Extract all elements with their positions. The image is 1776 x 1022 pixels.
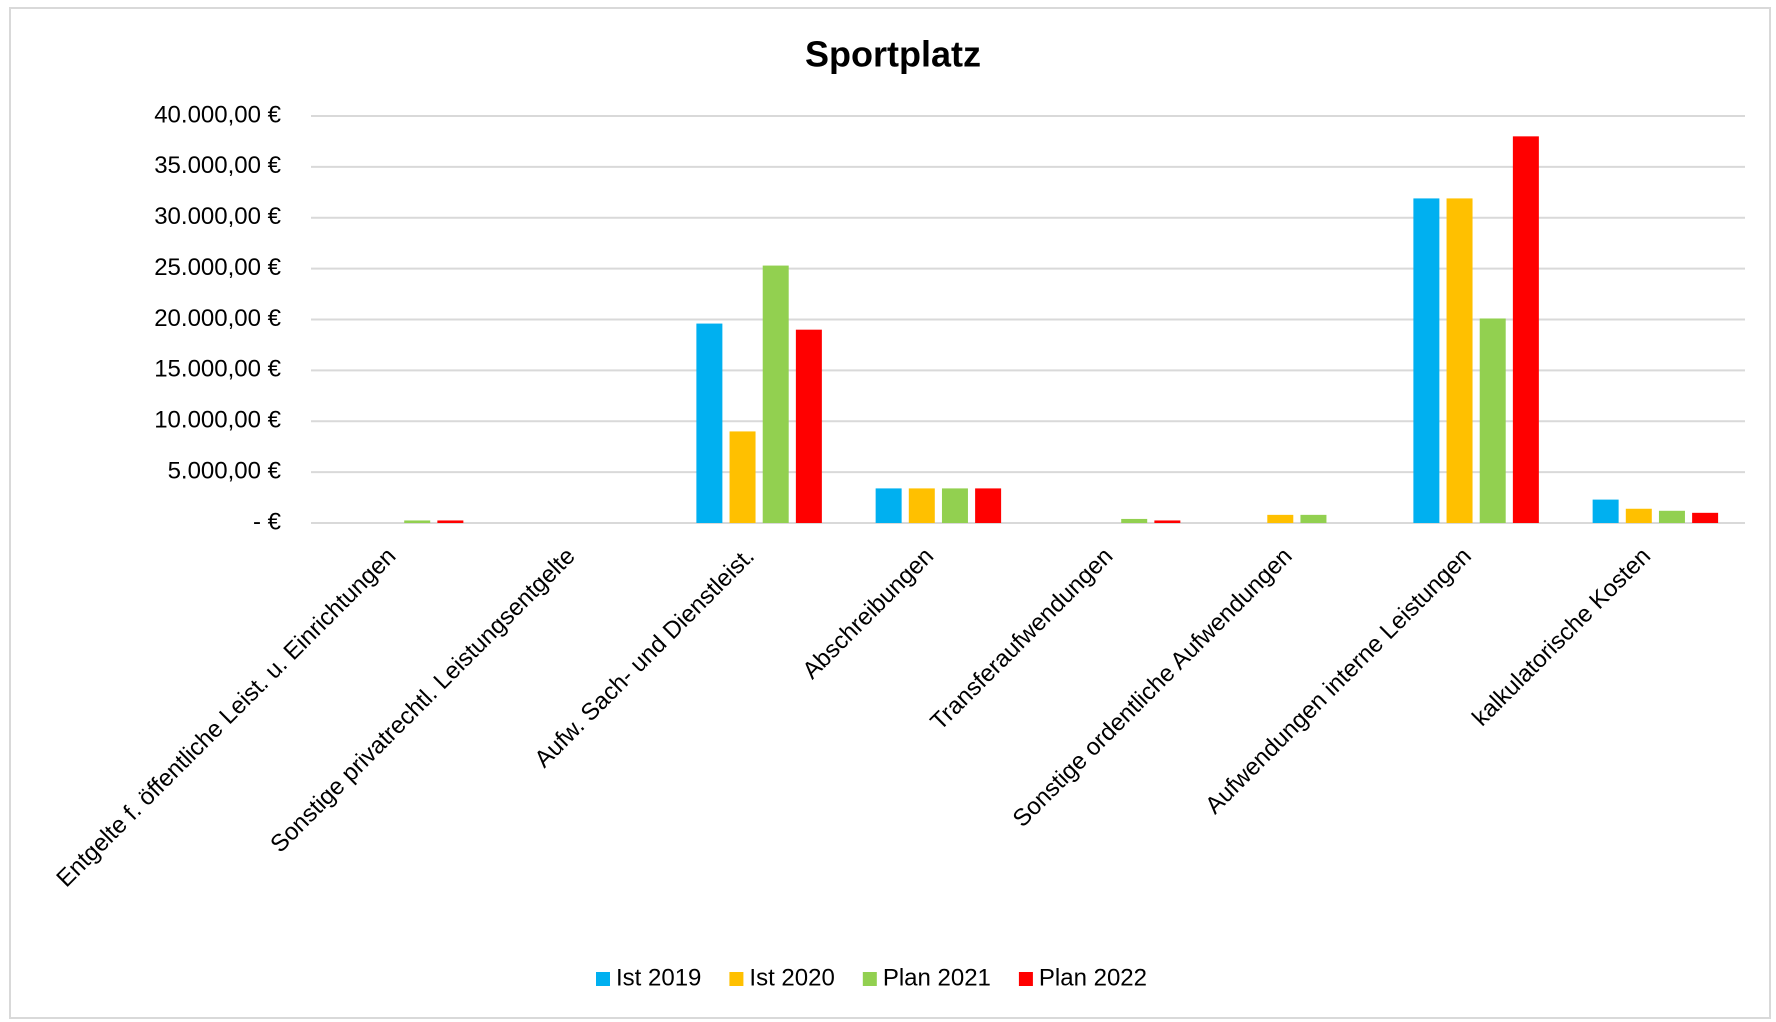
bar bbox=[875, 488, 902, 523]
y-tick-label: 20.000,00 € bbox=[154, 305, 281, 332]
legend-label: Plan 2022 bbox=[1039, 964, 1147, 991]
legend-swatch bbox=[596, 972, 610, 986]
bar bbox=[1121, 518, 1148, 523]
bar bbox=[1413, 198, 1440, 524]
bar bbox=[1479, 318, 1506, 523]
y-tick-label: 15.000,00 € bbox=[154, 356, 281, 383]
bar bbox=[975, 488, 1002, 523]
y-tick-label: 10.000,00 € bbox=[154, 407, 281, 434]
bar bbox=[437, 520, 464, 523]
bar bbox=[908, 488, 935, 523]
bar bbox=[1692, 512, 1719, 523]
bar bbox=[1300, 514, 1327, 523]
y-tick-label: 5.000,00 € bbox=[168, 457, 282, 484]
y-tick-label: 25.000,00 € bbox=[154, 254, 281, 281]
y-tick-label: 40.000,00 € bbox=[154, 101, 281, 128]
bar bbox=[404, 520, 431, 523]
y-tick-label: 35.000,00 € bbox=[154, 152, 281, 179]
legend-label: Plan 2021 bbox=[883, 964, 991, 991]
bar bbox=[1658, 510, 1685, 523]
bar bbox=[941, 488, 968, 523]
legend-swatch bbox=[862, 972, 877, 986]
bar bbox=[1446, 198, 1473, 524]
legend-swatch bbox=[729, 972, 744, 986]
bar bbox=[729, 431, 756, 523]
y-tick-label: 30.000,00 € bbox=[154, 203, 281, 230]
bar bbox=[1512, 136, 1539, 523]
legend-label: Ist 2020 bbox=[749, 964, 834, 991]
legend-label: Ist 2019 bbox=[616, 964, 701, 991]
bar bbox=[1625, 508, 1652, 523]
bar bbox=[1267, 514, 1294, 523]
legend-swatch bbox=[1018, 972, 1033, 986]
bar bbox=[1592, 499, 1619, 523]
bar bbox=[696, 323, 723, 523]
y-tick-label: - € bbox=[253, 508, 282, 535]
bar bbox=[1154, 520, 1181, 523]
bar bbox=[795, 329, 822, 523]
bar bbox=[762, 265, 789, 523]
chart-title: Sportplatz bbox=[805, 34, 981, 75]
